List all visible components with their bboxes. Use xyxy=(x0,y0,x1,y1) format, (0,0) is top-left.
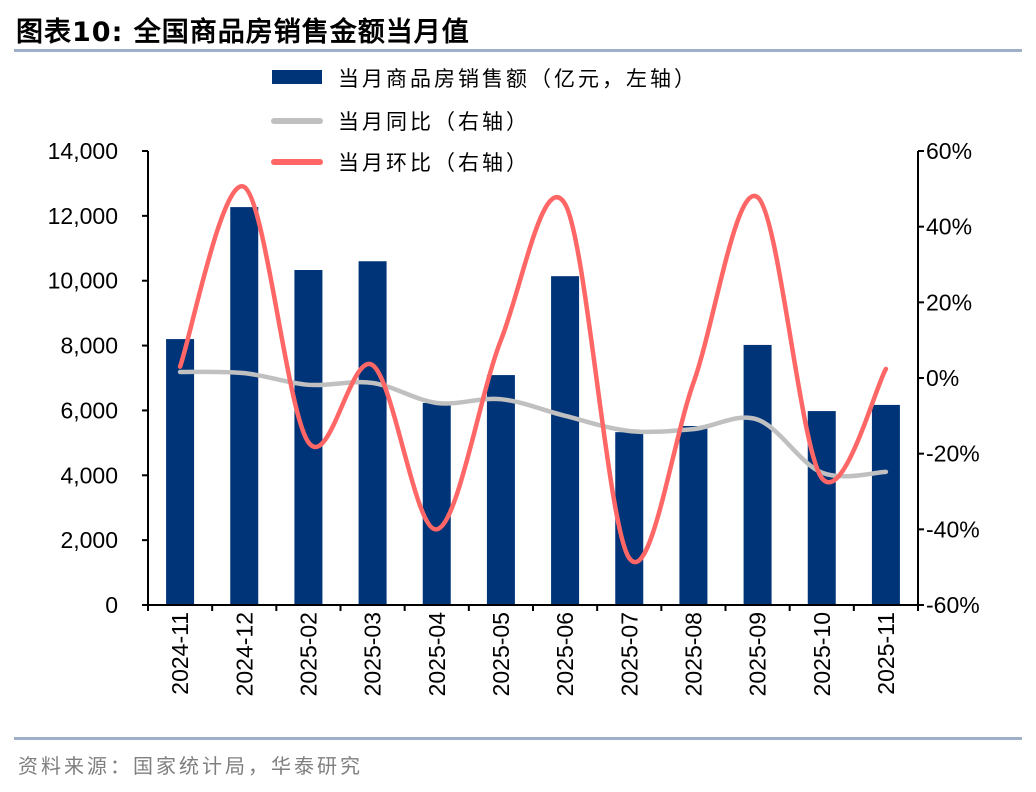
x-tick-label: 2025-03 xyxy=(360,612,386,696)
source-note: 资料来源：国家统计局，华泰研究 xyxy=(18,754,363,778)
mom-line xyxy=(177,184,889,564)
left-tick-label: 2,000 xyxy=(60,527,118,553)
right-tick-label: 40% xyxy=(926,214,972,240)
x-tick-label: 2025-08 xyxy=(680,612,706,696)
right-tick-label: 20% xyxy=(926,289,972,315)
bar-2025-11 xyxy=(871,404,900,605)
yoy-line xyxy=(177,369,889,479)
bar-2025-06 xyxy=(551,276,580,605)
right-tick-label: -40% xyxy=(926,516,980,542)
left-tick-label: 14,000 xyxy=(48,138,118,164)
x-tick-label: 2025-11 xyxy=(873,612,899,695)
legend-swatch-bar xyxy=(272,70,322,84)
legend-label: 当月环比（右轴） xyxy=(338,151,530,175)
x-tick-label: 2025-05 xyxy=(488,612,514,696)
bar-2025-03 xyxy=(358,261,387,605)
left-tick-label: 0 xyxy=(105,592,118,618)
legend-label: 当月同比（右轴） xyxy=(338,110,530,134)
x-tick-label: 2025-02 xyxy=(295,612,321,696)
bar-2025-05 xyxy=(486,375,515,605)
right-tick-label: -60% xyxy=(926,592,980,618)
title-divider xyxy=(14,49,1022,52)
bar-2025-07 xyxy=(615,432,644,605)
bar-2024-12 xyxy=(230,207,259,605)
legend-label: 当月商品房销售额（亿元，左轴） xyxy=(338,67,698,91)
left-tick-label: 6,000 xyxy=(60,397,118,423)
left-tick-label: 4,000 xyxy=(60,462,118,488)
x-tick-label: 2024-12 xyxy=(231,612,257,696)
chart-title: 图表10: 全国商品房销售金额当月值 xyxy=(16,17,470,48)
right-tick-label: 0% xyxy=(926,365,959,391)
bar-2025-10 xyxy=(807,411,836,605)
x-tick-label: 2024-11 xyxy=(167,612,193,695)
bar-2025-02 xyxy=(294,270,323,605)
bar-2025-08 xyxy=(679,425,708,605)
x-tick-label: 2025-06 xyxy=(552,612,578,696)
right-tick-label: 60% xyxy=(926,138,972,164)
footer-divider xyxy=(14,737,1022,740)
bar-2025-09 xyxy=(743,344,772,605)
x-tick-label: 2025-07 xyxy=(616,612,642,696)
left-tick-label: 12,000 xyxy=(48,203,118,229)
bar-2024-11 xyxy=(166,339,195,605)
right-tick-label: -20% xyxy=(926,441,980,467)
bar-2025-04 xyxy=(422,402,451,605)
x-tick-label: 2025-10 xyxy=(809,612,835,696)
x-tick-label: 2025-04 xyxy=(424,612,450,697)
left-tick-label: 8,000 xyxy=(60,333,118,359)
left-tick-label: 10,000 xyxy=(48,268,118,294)
x-tick-label: 2025-09 xyxy=(745,612,771,696)
